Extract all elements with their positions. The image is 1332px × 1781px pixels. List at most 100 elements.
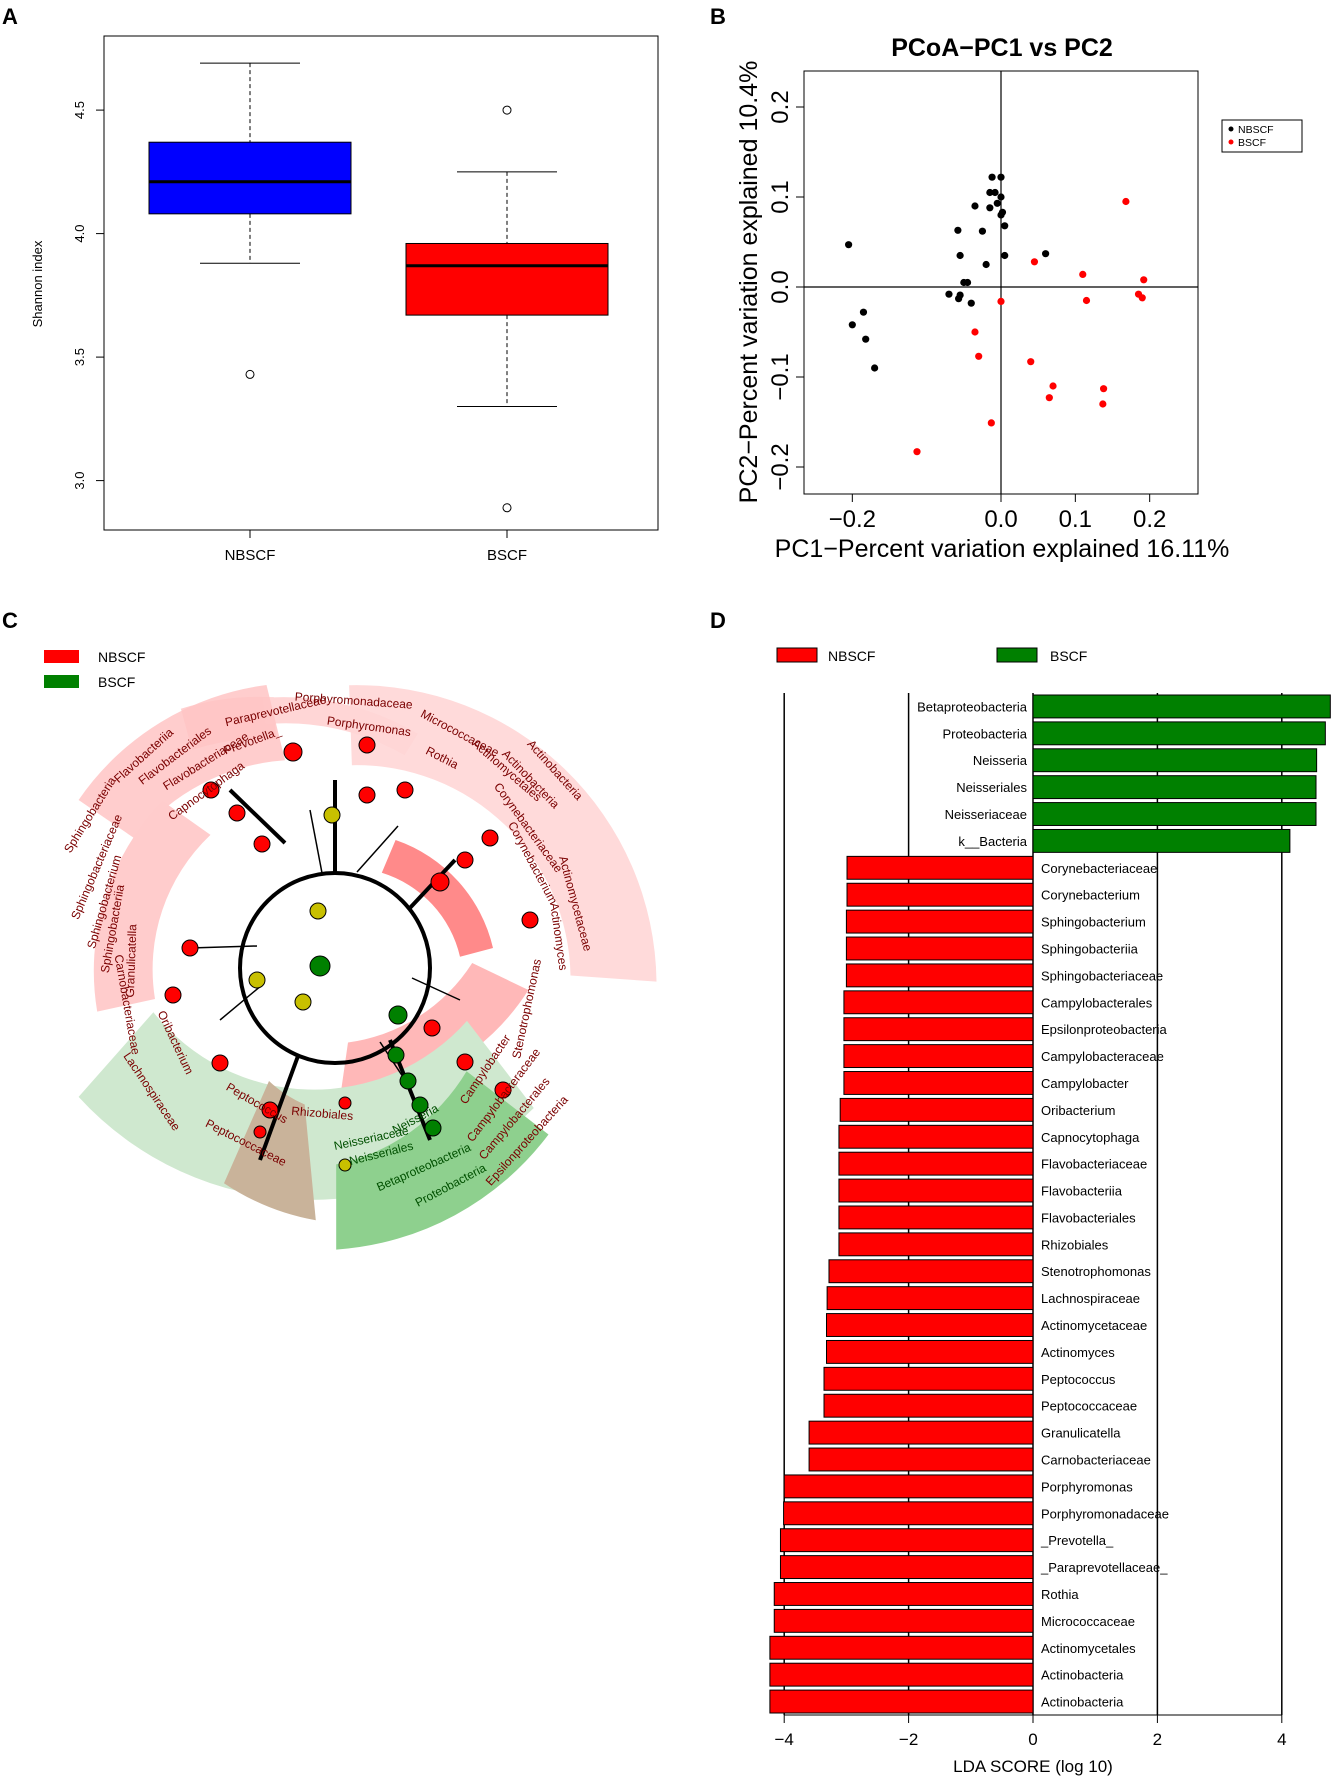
- lda-bar-label: Stenotrophomonas: [1041, 1264, 1151, 1279]
- node-corynebacteriaceae: [481, 829, 499, 847]
- node-proteobacteria: [388, 1005, 408, 1025]
- branch-micrococcaceae: [356, 825, 399, 873]
- lda-bar-actinobacteria: Actinobacteria: [769, 1689, 1124, 1714]
- branch-flavobacteriia: [228, 788, 287, 845]
- node-campylobacteraceae: [456, 1053, 474, 1071]
- scatter-point-nbscf: [956, 291, 964, 299]
- scatter-point-nbscf: [971, 202, 979, 210]
- panel-c-legend-swatch-bscf: [44, 675, 79, 688]
- lda-bar-peptococcaceae: Peptococcaceae: [823, 1393, 1137, 1418]
- lda-bar-carnobacteriaceae: Carnobacteriaceae: [808, 1447, 1151, 1472]
- lda-bar-neisseriales: Neisseriales: [956, 775, 1317, 800]
- lda-bar-label: Neisseria: [973, 753, 1028, 768]
- panel-c-nodes: [164, 736, 539, 1172]
- node-clostridia: [248, 971, 266, 989]
- panel-b-y-tick-label: 0.2: [767, 90, 794, 123]
- lda-bar-label: Proteobacteria: [942, 726, 1027, 741]
- scatter-point-bscf: [975, 352, 983, 360]
- panel-b-x-tick-label: 0.0: [984, 506, 1017, 533]
- scatter-point-nbscf: [978, 227, 987, 235]
- panel-a-x-axis: NBSCF BSCF: [225, 530, 527, 564]
- lda-bar-rect: [779, 1528, 1034, 1553]
- node-root: [309, 955, 331, 977]
- panel-b-legend-label-bscf: BSCF: [1238, 137, 1266, 149]
- lda-bar-rect: [783, 1501, 1034, 1526]
- panel-d-bars: Betaproteobacteria Proteobacteria Neisseri…: [769, 694, 1331, 1714]
- lda-bar-stenotrophomonas: Stenotrophomonas: [828, 1259, 1151, 1284]
- branch-porphyromonas: [309, 809, 323, 874]
- scatter-point-nbscf: [859, 308, 868, 316]
- lda-bar-rect: [825, 1339, 1034, 1364]
- lda-bar-label: Rothia: [1041, 1587, 1079, 1602]
- lda-bar-rect: [808, 1447, 1034, 1472]
- panel-d-x-axis: −4 −2 0 2 4: [775, 1714, 1287, 1749]
- lda-bar-label: Actinomycetaceae: [1041, 1318, 1147, 1333]
- lda-bar-rect: [1032, 748, 1318, 773]
- lda-bar-porphyromonadaceae: Porphyromonadaceae: [783, 1501, 1169, 1526]
- node-actinomycetales: [456, 851, 474, 869]
- sector-peptococcaceae: [224, 1081, 316, 1221]
- lda-bar-label: Epsilonproteobacteria: [1041, 1022, 1168, 1037]
- box-iqr: [405, 242, 609, 316]
- scatter-point-bscf: [1099, 385, 1108, 393]
- panel-b-legend-label-nbscf: NBSCF: [1238, 124, 1274, 136]
- lda-bar-campylobacter: Campylobacter: [843, 1071, 1129, 1095]
- lda-bar-rect: [808, 1420, 1034, 1445]
- panel-b-y-tick-label: 0.0: [767, 270, 794, 303]
- lda-bar-label: Lachnospiraceae: [1041, 1291, 1140, 1306]
- tree-inner-ring: [238, 871, 432, 1065]
- lda-bar-flavobacteriales: Flavobacteriales: [838, 1205, 1136, 1230]
- box-bscf: [405, 105, 609, 513]
- panel-d-legend-swatch-nbscf: [776, 647, 818, 663]
- scatter-point-nbscf: [945, 290, 953, 298]
- lda-bar-label: Actinomycetales: [1041, 1641, 1136, 1656]
- scatter-point-nbscf: [848, 321, 856, 329]
- panel-c-legend-label-bscf: BSCF: [98, 674, 135, 690]
- lda-bar-label: Sphingobacteriaceae: [1041, 968, 1163, 983]
- node-porphyromonas-parent: [323, 806, 341, 824]
- lda-bar-paraprevotellaceae: _Paraprevotellaceae_: [779, 1555, 1168, 1580]
- node-peptococcaceae: [261, 1101, 279, 1119]
- panel-b-y-tick-label: 0.1: [767, 180, 794, 213]
- lda-bar-rect: [838, 1205, 1034, 1230]
- lda-bar-rect: [769, 1635, 1034, 1660]
- node-actinomyces: [521, 911, 539, 929]
- sector-sphingobacteria: [93, 800, 211, 1012]
- lda-bar-rect: [1032, 828, 1291, 853]
- node-neisseriales: [399, 1072, 417, 1090]
- lda-bar-label: Campylobacter: [1041, 1076, 1129, 1091]
- node-firmicutes: [294, 993, 312, 1011]
- sector-betaproteobacteria: [336, 1071, 549, 1250]
- panel-b-x-tick-label: 0.1: [1059, 506, 1092, 533]
- panel-b-legend-box: [1221, 119, 1303, 153]
- lda-bar-rect: [845, 909, 1034, 934]
- lda-bar-label: k__Bacteria: [958, 834, 1027, 849]
- lda-bar-label: Peptococcaceae: [1041, 1399, 1137, 1414]
- lda-bar-rect: [779, 1555, 1034, 1580]
- lda-bar-flavobacteriaceae: Flavobacteriaceae: [838, 1151, 1147, 1176]
- lda-bar-label: Rhizobiales: [1041, 1237, 1109, 1252]
- box-nbscf: [148, 62, 352, 379]
- node-neisseriaceae: [411, 1096, 429, 1114]
- lda-bar-rect: [825, 1313, 1034, 1337]
- scatter-point-nbscf: [991, 188, 999, 197]
- lda-bar-label: Capnocytophaga: [1041, 1130, 1140, 1145]
- lda-bar-neisseriaceae: Neisseriaceae: [945, 802, 1317, 826]
- lda-bar-label: Granulicatella: [1041, 1426, 1121, 1441]
- scatter-point-bscf: [1045, 394, 1053, 402]
- node-carnobacteriaceae: [181, 939, 199, 957]
- sector-flavobacteriia: [78, 685, 285, 839]
- lda-bar-label: Micrococcaceae: [1041, 1614, 1135, 1629]
- lda-bar-label: Campylobacterales: [1041, 995, 1153, 1010]
- lda-bar-label: Oribacterium: [1041, 1103, 1115, 1118]
- lda-bar-label: Campylobacteraceae: [1041, 1049, 1164, 1064]
- lda-bar-label: Actinobacteria: [1041, 1668, 1124, 1683]
- lda-bar-label: Actinomyces: [1041, 1345, 1115, 1360]
- scatter-point-nbscf: [1042, 250, 1050, 258]
- lda-bar-rect: [838, 1178, 1034, 1203]
- panel-a-y-tick-label: 4.0: [72, 225, 87, 243]
- scatter-series-nbscf: [845, 173, 1050, 372]
- panel-letter-a: A: [2, 4, 18, 29]
- panel-a-y-axis: 3.0 3.5 4.0 4.5: [72, 101, 104, 490]
